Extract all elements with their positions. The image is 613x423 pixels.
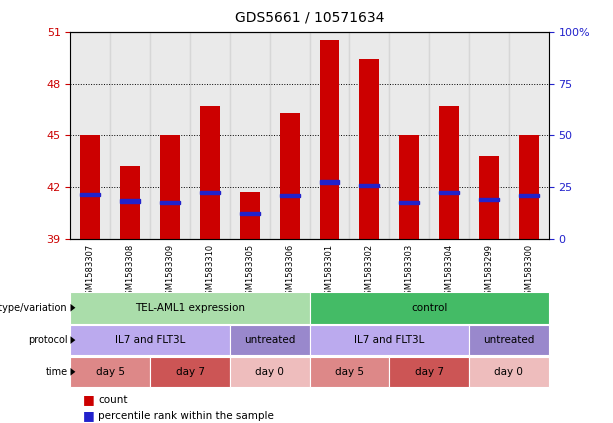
Bar <box>439 191 459 194</box>
Text: GSM1583299: GSM1583299 <box>484 244 493 299</box>
Bar <box>80 135 101 239</box>
Bar <box>359 59 379 239</box>
Bar <box>120 166 140 239</box>
Bar <box>230 32 270 239</box>
Text: untreated: untreated <box>483 335 535 345</box>
Bar <box>509 32 549 239</box>
Text: control: control <box>411 303 447 313</box>
Text: IL7 and FLT3L: IL7 and FLT3L <box>115 335 185 345</box>
Text: ■: ■ <box>83 409 94 422</box>
Bar <box>190 32 230 239</box>
Bar <box>280 194 300 198</box>
Bar <box>280 113 300 239</box>
Bar <box>399 135 419 239</box>
Text: GSM1583301: GSM1583301 <box>325 244 334 299</box>
Bar <box>240 212 260 214</box>
Text: GSM1583305: GSM1583305 <box>245 244 254 299</box>
Bar <box>110 32 150 239</box>
Bar <box>200 106 220 239</box>
Bar <box>519 135 539 239</box>
Text: percentile rank within the sample: percentile rank within the sample <box>98 411 274 421</box>
Bar <box>479 198 499 201</box>
Bar <box>519 194 539 198</box>
Bar <box>389 32 429 239</box>
Bar <box>359 184 379 187</box>
Text: GSM1583310: GSM1583310 <box>205 244 215 299</box>
Text: day 5: day 5 <box>96 367 125 377</box>
Text: count: count <box>98 395 128 405</box>
Text: GSM1583308: GSM1583308 <box>126 244 135 300</box>
Bar <box>150 32 190 239</box>
Bar <box>70 32 110 239</box>
Bar <box>429 32 469 239</box>
Text: GSM1583303: GSM1583303 <box>405 244 414 300</box>
Text: day 7: day 7 <box>414 367 444 377</box>
Text: time: time <box>45 367 67 377</box>
Text: GSM1583306: GSM1583306 <box>285 244 294 300</box>
Bar <box>270 32 310 239</box>
Bar <box>310 32 349 239</box>
Bar <box>319 181 340 184</box>
Text: IL7 and FLT3L: IL7 and FLT3L <box>354 335 424 345</box>
Bar <box>120 199 140 203</box>
Text: TEL-AML1 expression: TEL-AML1 expression <box>135 303 245 313</box>
Text: day 5: day 5 <box>335 367 364 377</box>
Text: protocol: protocol <box>28 335 67 345</box>
Text: untreated: untreated <box>244 335 295 345</box>
Text: ■: ■ <box>83 393 94 406</box>
Text: GSM1583304: GSM1583304 <box>444 244 454 299</box>
Text: day 0: day 0 <box>255 367 284 377</box>
Bar <box>349 32 389 239</box>
Text: GSM1583300: GSM1583300 <box>524 244 533 299</box>
Text: day 0: day 0 <box>494 367 524 377</box>
Bar <box>160 135 180 239</box>
Text: GSM1583302: GSM1583302 <box>365 244 374 299</box>
Bar <box>200 191 220 194</box>
Bar <box>479 156 499 239</box>
Text: GSM1583307: GSM1583307 <box>86 244 95 300</box>
Text: genotype/variation: genotype/variation <box>0 303 67 313</box>
Bar <box>439 106 459 239</box>
Bar <box>240 192 260 239</box>
Bar <box>399 201 419 204</box>
Text: GDS5661 / 10571634: GDS5661 / 10571634 <box>235 11 384 25</box>
Bar <box>160 201 180 204</box>
Bar <box>319 40 340 239</box>
Text: GSM1583309: GSM1583309 <box>166 244 175 299</box>
Bar <box>80 192 101 196</box>
Text: day 7: day 7 <box>175 367 205 377</box>
Bar <box>469 32 509 239</box>
